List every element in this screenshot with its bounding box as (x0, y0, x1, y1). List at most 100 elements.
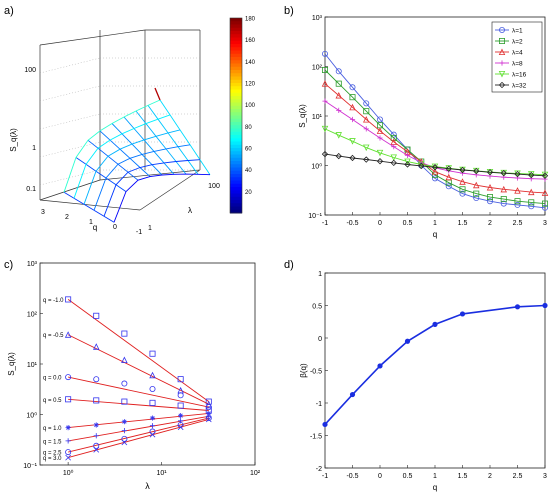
data-point (322, 98, 328, 104)
series-label: q = -0.5 (43, 333, 64, 339)
colorbar-segment (230, 164, 242, 168)
colorbar-segment (230, 31, 242, 35)
series-line (324, 69, 546, 205)
data-point (473, 181, 480, 189)
data-point (349, 154, 356, 162)
series-line (324, 304, 546, 425)
legend-marker (498, 26, 505, 33)
data-point (486, 198, 493, 205)
x-tick-label: 10¹ (157, 470, 168, 477)
legend-marker (498, 48, 506, 55)
y-tick-label: -2 (316, 466, 322, 473)
colorbar-segment (230, 86, 242, 90)
x-axis-label: q (433, 483, 437, 492)
x-tick-label: 1.5 (458, 220, 468, 227)
grid-line (39, 57, 101, 74)
colorbar-tick-label: 160 (245, 38, 256, 44)
data-point (473, 190, 480, 197)
data-point (206, 410, 212, 417)
data-point (459, 186, 466, 193)
colorbar-segment (230, 99, 242, 103)
data-point (64, 331, 72, 338)
colorbar-segment (230, 102, 242, 107)
data-point (65, 396, 72, 403)
data-point (93, 422, 99, 428)
colorbar-segment (230, 151, 242, 155)
data-point (486, 183, 494, 191)
data-point (121, 380, 128, 387)
data-point (363, 144, 370, 152)
colorbar-frame (229, 17, 243, 214)
panel-d-line-chart: -1 -0.5 0 0.5 1 1.5 2 2.5 3 -2 -1.5 -1 -0.5 0 0.5 1 q β(q… (299, 271, 548, 492)
colorbar-segment (230, 144, 242, 149)
colorbar-segment (230, 141, 242, 146)
data-point (542, 302, 548, 309)
data-point (321, 50, 328, 57)
colorbar-segment (230, 60, 242, 64)
x-tick-label: 2 (488, 220, 492, 227)
data-point (541, 172, 549, 179)
colorbar-segment (230, 105, 242, 110)
colorbar-segment (230, 37, 242, 42)
data-point (418, 162, 425, 170)
data-point (404, 338, 411, 344)
colorbar-segment (230, 118, 242, 123)
grid-line (39, 85, 101, 102)
surface-line (75, 157, 127, 192)
colorbar-segment (230, 161, 242, 165)
q-tick-label: 1 (89, 219, 93, 226)
data-point (321, 150, 329, 158)
q-tick-label: -1 (136, 229, 142, 236)
data-point (149, 431, 156, 438)
colorbar-segment (230, 50, 242, 55)
lambda-axis-label: λ (188, 206, 192, 215)
colorbar-segment (230, 92, 242, 97)
data-point (349, 94, 356, 101)
colorbar-segment (230, 167, 242, 172)
data-point (321, 66, 328, 73)
x-tick-label: 1 (433, 473, 437, 480)
legend-label: λ=32 (512, 83, 527, 90)
data-point (65, 425, 71, 431)
series-line (324, 153, 546, 177)
data-point (93, 376, 100, 383)
legend-label: λ=1 (512, 28, 523, 35)
data-point (149, 399, 156, 406)
colorbar-segment (230, 21, 242, 25)
colorbar-tick-label: 140 (245, 60, 256, 66)
colorbar-segment (230, 125, 242, 129)
box-edge (39, 179, 101, 201)
y-tick-label: 10² (312, 65, 323, 72)
legend-label: λ=16 (512, 72, 527, 79)
series-line (324, 53, 546, 209)
data-point (431, 164, 439, 171)
data-point (445, 165, 452, 172)
q-tick-label: 3 (41, 209, 45, 216)
colorbar-segment (230, 63, 242, 68)
colorbar-segment (230, 73, 242, 77)
data-point (542, 204, 549, 211)
data-point (391, 144, 397, 150)
legend-marker (499, 60, 505, 66)
colorbar-segment (230, 148, 242, 152)
fit-line (67, 334, 209, 405)
z-tick-label: 0.1 (26, 186, 36, 193)
colorbar-segment (230, 157, 242, 162)
grid-line (39, 169, 101, 186)
data-point (514, 170, 521, 178)
grid-line (39, 113, 101, 130)
colorbar-segment (230, 190, 242, 194)
x-tick-label: 2.5 (513, 220, 523, 227)
surface-line (63, 99, 161, 193)
data-point (93, 442, 100, 449)
y-axis-label: S_q(λ) (7, 352, 16, 376)
data-point (349, 84, 356, 91)
colorbar-segment (230, 135, 242, 139)
data-point (390, 154, 397, 162)
legend-label: λ=8 (512, 61, 523, 68)
data-point (431, 163, 439, 171)
data-point (149, 415, 156, 421)
data-point (514, 198, 521, 205)
x-tick-label: 1.5 (458, 473, 468, 480)
